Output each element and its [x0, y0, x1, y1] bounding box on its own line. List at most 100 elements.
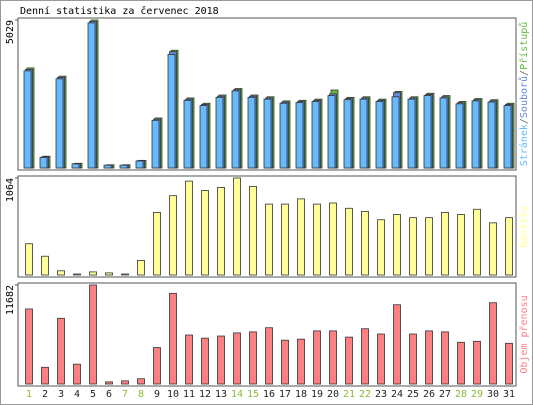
bar: [39, 157, 48, 169]
bar: [41, 366, 49, 385]
bar: [249, 331, 257, 385]
bar: [103, 164, 112, 169]
bar: [473, 340, 481, 385]
panel: [17, 282, 517, 387]
bar: [455, 103, 464, 169]
bar: [169, 195, 177, 276]
y-tick-label: 5029: [5, 20, 16, 44]
panel: [17, 175, 517, 278]
legend-entry: Přístupů: [518, 22, 530, 70]
x-tick-label: 20: [327, 389, 339, 400]
bar: [279, 102, 288, 169]
bar: [73, 273, 81, 276]
x-tick-label: 1: [26, 389, 32, 400]
bar: [263, 98, 272, 169]
bar: [201, 190, 209, 276]
bar: [311, 101, 320, 169]
x-tick-label: 8: [138, 389, 144, 400]
x-tick-label: 12: [199, 389, 211, 400]
bar: [313, 330, 321, 385]
legend-entry: Návštěv: [518, 205, 530, 247]
x-tick-label: 26: [423, 389, 435, 400]
x-tick-label: 7: [122, 389, 128, 400]
bar: [361, 328, 369, 385]
bar: [89, 284, 97, 385]
chart-title: Denní statistika za červenec 2018: [20, 5, 219, 17]
x-tick-label: 18: [295, 389, 307, 400]
x-tick-label: 2: [42, 389, 48, 400]
bar: [153, 347, 161, 385]
bar: [167, 54, 176, 169]
legend: Stránek/Souborů/Přístupů: [518, 22, 530, 167]
bar: [457, 214, 465, 276]
x-tick-label: 24: [391, 389, 403, 400]
bar: [487, 101, 496, 169]
bar: [137, 378, 145, 385]
bar: [313, 203, 321, 276]
bar: [119, 164, 128, 169]
legend-separator: /: [519, 118, 530, 124]
bar: [89, 271, 97, 276]
bar: [281, 339, 289, 385]
x-tick-label: 27: [439, 389, 451, 400]
x-tick-label: 28: [455, 389, 467, 400]
bar: [343, 99, 352, 169]
x-tick-label: 15: [247, 389, 259, 400]
x-tick-label: 25: [407, 389, 419, 400]
bar: [327, 95, 336, 169]
x-tick-label: 31: [503, 389, 515, 400]
bar: [505, 217, 513, 276]
panel: [17, 17, 517, 171]
bar: [359, 98, 368, 169]
bar: [105, 381, 113, 385]
x-tick-label: 16: [263, 389, 275, 400]
bar: [265, 327, 273, 385]
legend: Návštěv: [518, 205, 530, 247]
x-tick-label: 5: [90, 389, 96, 400]
bar: [391, 96, 400, 169]
bar: [201, 337, 209, 385]
bar: [297, 198, 305, 276]
bar: [233, 177, 241, 276]
bar: [233, 332, 241, 385]
bar: [329, 202, 337, 276]
bar: [409, 217, 417, 276]
bar: [247, 96, 256, 169]
x-tick-label: 3: [58, 389, 64, 400]
bar: [185, 180, 193, 276]
bar: [217, 335, 225, 385]
bar: [473, 208, 481, 276]
bar: [377, 219, 385, 276]
bar: [135, 160, 144, 169]
bar: [441, 331, 449, 385]
bar: [73, 363, 81, 385]
x-tick-label: 19: [311, 389, 323, 400]
bar: [231, 90, 240, 169]
bar: [57, 317, 65, 385]
bar: [153, 212, 161, 276]
bar: [393, 214, 401, 276]
bar: [377, 333, 385, 385]
bar: [489, 222, 497, 276]
bar: [137, 260, 145, 276]
x-tick-label: 14: [231, 389, 243, 400]
bar: [393, 304, 401, 385]
bar: [169, 292, 177, 385]
x-tick-label: 13: [215, 389, 227, 400]
bar: [297, 338, 305, 385]
x-tick-label: 21: [343, 389, 355, 400]
bar: [23, 70, 32, 169]
bar: [121, 273, 129, 276]
bar: [409, 333, 417, 385]
bar: [505, 342, 513, 385]
x-tick-label: 4: [74, 389, 80, 400]
bar: [57, 270, 65, 276]
bar: [249, 185, 257, 276]
x-tick-label: 10: [167, 389, 179, 400]
bar: [345, 207, 353, 276]
bar: [183, 99, 192, 169]
x-tick-label: 6: [106, 389, 112, 400]
bar: [25, 308, 33, 385]
bar: [55, 78, 64, 169]
